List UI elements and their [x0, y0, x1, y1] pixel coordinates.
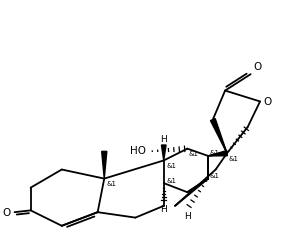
Text: &1: &1: [166, 177, 176, 183]
Text: H: H: [161, 204, 167, 213]
Text: H: H: [184, 211, 191, 220]
Text: O: O: [254, 62, 262, 72]
Text: &1: &1: [189, 150, 199, 156]
Text: &1: &1: [228, 155, 238, 161]
Polygon shape: [208, 151, 227, 156]
Text: H: H: [161, 134, 167, 143]
Text: &1: &1: [209, 172, 219, 178]
Polygon shape: [210, 119, 227, 153]
Text: &1: &1: [166, 162, 176, 168]
Polygon shape: [161, 145, 166, 161]
Text: O: O: [3, 207, 11, 217]
Text: &1: &1: [107, 180, 116, 186]
Polygon shape: [102, 152, 107, 179]
Text: O: O: [264, 97, 272, 107]
Text: &1: &1: [209, 150, 219, 156]
Text: HO: HO: [130, 145, 146, 155]
